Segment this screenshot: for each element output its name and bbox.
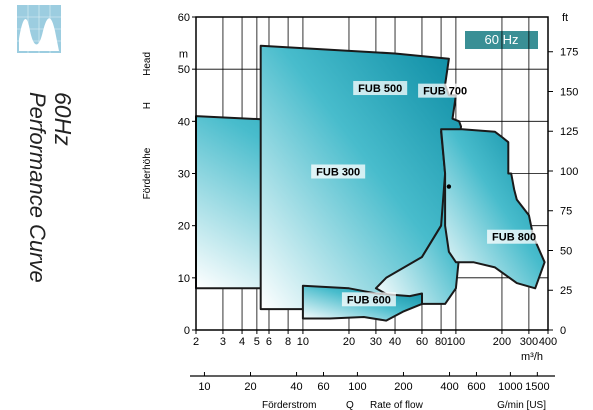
y-tick-label: 0 bbox=[184, 325, 190, 337]
gpm-axis-title-de: Förderstrom bbox=[262, 400, 316, 410]
x-tick-label: 10 bbox=[297, 336, 309, 348]
x-tick-label: 100 bbox=[447, 336, 465, 348]
ft-tick-label: 50 bbox=[560, 245, 572, 257]
ft-unit-label: ft bbox=[562, 12, 568, 24]
ft-tick-label: 0 bbox=[560, 325, 566, 337]
ft-tick-label: 175 bbox=[560, 47, 578, 59]
x-tick-label: 400 bbox=[539, 336, 557, 348]
ft-tick-label: 150 bbox=[560, 86, 578, 98]
y-tick-label: 20 bbox=[178, 221, 190, 233]
y-tick-label: 10 bbox=[178, 273, 190, 285]
zone-label-bg bbox=[311, 164, 366, 179]
x-tick-label: 2 bbox=[193, 336, 199, 348]
x-tick-label: 200 bbox=[493, 336, 511, 348]
gpm-tick-label: 20 bbox=[244, 381, 256, 393]
y-axis-title-en: Head bbox=[142, 52, 153, 76]
y-tick-label: 60 bbox=[178, 12, 190, 24]
curve-marker bbox=[446, 184, 452, 189]
zone-label-bg bbox=[487, 229, 542, 244]
zone-label-bg bbox=[418, 83, 473, 98]
y-tick-label: 30 bbox=[178, 169, 190, 181]
x-tick-label: 40 bbox=[389, 336, 401, 348]
gpm-tick-label: 100 bbox=[348, 381, 366, 393]
y-tick-label: 50 bbox=[178, 64, 190, 76]
gpm-tick-label: 400 bbox=[440, 381, 458, 393]
gpm-tick-label: 1500 bbox=[525, 381, 549, 393]
zone-label-bg bbox=[353, 81, 408, 96]
gpm-unit-label: G/min [US] bbox=[497, 400, 546, 410]
gpm-tick-label: 600 bbox=[467, 381, 485, 393]
x-tick-label: 60 bbox=[416, 336, 428, 348]
ft-tick-label: 75 bbox=[560, 206, 572, 218]
gpm-axis-title-en: Rate of flow bbox=[370, 400, 424, 410]
x-tick-label: 300 bbox=[520, 336, 538, 348]
x-tick-label: 3 bbox=[220, 336, 226, 348]
frequency-badge: 60 Hz bbox=[465, 31, 538, 49]
zone-label-bg bbox=[341, 292, 396, 307]
x-unit-label: m³/h bbox=[521, 351, 543, 363]
zone-label-fub-800: FUB 800 bbox=[492, 232, 536, 244]
x-tick-label: 5 bbox=[254, 336, 260, 348]
x-tick-label: 4 bbox=[239, 336, 245, 348]
gpm-tick-label: 1000 bbox=[498, 381, 522, 393]
ft-tick-label: 100 bbox=[560, 166, 578, 178]
x-tick-label: 6 bbox=[266, 336, 272, 348]
x-tick-label: 8 bbox=[285, 336, 291, 348]
gpm-tick-label: 200 bbox=[394, 381, 412, 393]
performance-curve-logo-icon bbox=[17, 5, 61, 53]
x-tick-label: 20 bbox=[343, 336, 355, 348]
y-axis-title-sym: H bbox=[142, 102, 153, 109]
y-tick-label: 40 bbox=[178, 116, 190, 128]
y-axis-title-de: Förderhöhe bbox=[142, 147, 153, 199]
gpm-tick-label: 40 bbox=[290, 381, 302, 393]
x-tick-label: 80 bbox=[435, 336, 447, 348]
gpm-tick-label: 60 bbox=[317, 381, 329, 393]
gpm-tick-label: 10 bbox=[198, 381, 210, 393]
x-tick-label: 30 bbox=[370, 336, 382, 348]
gpm-axis-title-sym: Q bbox=[346, 400, 354, 410]
zone-label-fub-300: FUB 300 bbox=[316, 167, 360, 179]
zone-label-fub-500: FUB 500 bbox=[358, 83, 402, 95]
y-unit-label: m bbox=[179, 49, 188, 61]
ft-tick-label: 25 bbox=[560, 285, 572, 297]
zone-label-fub-600: FUB 600 bbox=[347, 294, 391, 306]
ft-tick-label: 125 bbox=[560, 126, 578, 138]
zone-label-fub-700: FUB 700 bbox=[423, 86, 467, 98]
